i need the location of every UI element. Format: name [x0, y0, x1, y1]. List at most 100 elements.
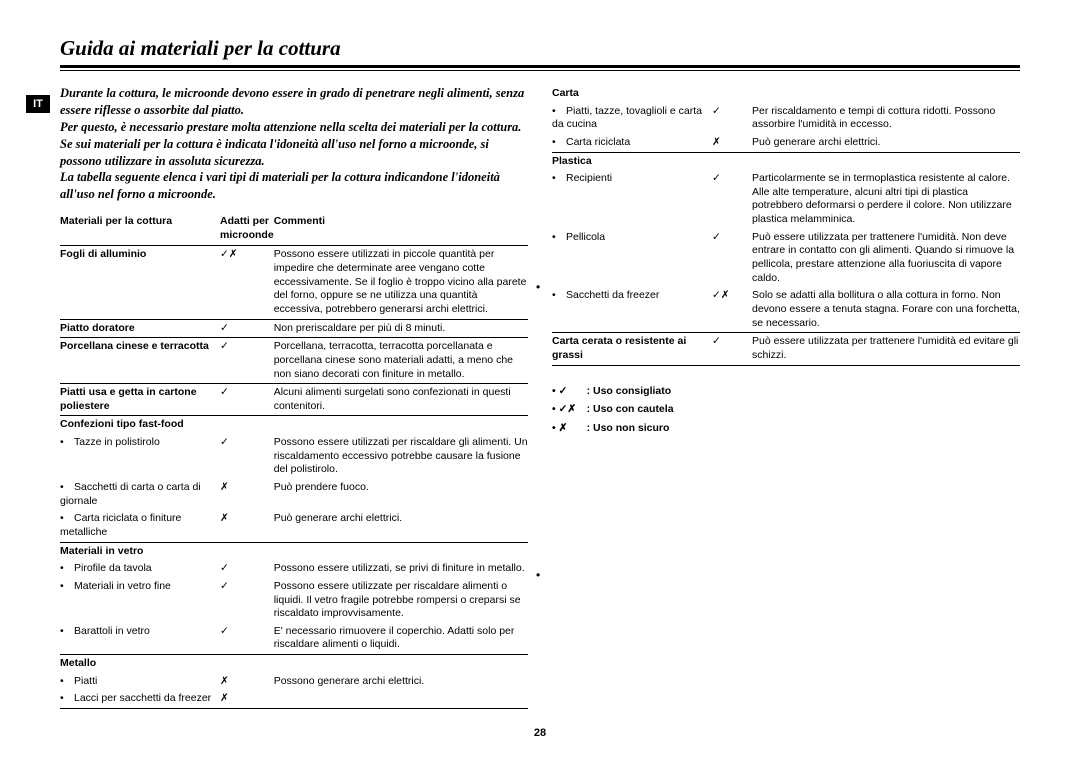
row-separator — [60, 708, 528, 709]
cell-symbol: ✓ — [712, 170, 752, 229]
cell-symbol: ✓ — [220, 384, 274, 416]
cell-comment: Può generare archi elettrici. — [752, 134, 1020, 152]
cell-symbol: ✓ — [220, 434, 274, 479]
cell-material: •Barattoli in vetro — [60, 623, 220, 654]
table-row: Confezioni tipo fast-food — [60, 416, 528, 434]
cell-material: •Pirofile da tavola — [60, 560, 220, 578]
table-row: Piatto doratore✓Non preriscaldare per pi… — [60, 319, 528, 337]
cell-comment — [752, 85, 1020, 103]
cell-material: •Piatti — [60, 673, 220, 691]
cell-symbol: ✓ — [220, 560, 274, 578]
cell-symbol: ✗ — [220, 673, 274, 691]
language-tag: IT — [26, 95, 50, 113]
cell-material: •Carta riciclata o finiture metalliche — [60, 510, 220, 541]
legend: • ✓: Uso consigliato • ✓✗: Uso con caute… — [552, 382, 1020, 439]
cell-comment: Possono essere utilizzati, se privi di f… — [274, 560, 528, 578]
cell-comment: Porcellana, terracotta, terracotta porce… — [274, 338, 528, 383]
cell-material: Fogli di alluminio — [60, 246, 220, 319]
binder-dot: • — [536, 568, 540, 582]
table-row: •Sacchetti da freezer✓✗Solo se adatti al… — [552, 287, 1020, 332]
cell-material: Materiali in vetro — [60, 542, 220, 560]
cell-material: Piatto doratore — [60, 319, 220, 337]
table-row: •Recipienti✓Particolarmente se in termop… — [552, 170, 1020, 229]
table-row: •Piatti, tazze, tovaglioli e carta da cu… — [552, 103, 1020, 134]
intro-text: Durante la cottura, le microonde devono … — [60, 85, 528, 203]
cell-symbol — [220, 655, 274, 673]
legend-recommended: • ✓: Uso consigliato — [552, 382, 1020, 401]
column-right: Carta•Piatti, tazze, tovaglioli e carta … — [552, 85, 1020, 709]
cell-comment: Può prendere fuoco. — [274, 479, 528, 510]
table-row: •Carta riciclata✗Può generare archi elet… — [552, 134, 1020, 152]
cell-symbol — [220, 416, 274, 434]
cell-material: •Carta riciclata — [552, 134, 712, 152]
table-row: •Pellicola✓Può essere utilizzata per tra… — [552, 229, 1020, 288]
table-row: •Barattoli in vetro✓E' necessario rimuov… — [60, 623, 528, 654]
cell-comment: Possono essere utilizzate per riscaldare… — [274, 578, 528, 623]
cell-material: Confezioni tipo fast-food — [60, 416, 220, 434]
table-row: •Sacchetti di carta o carta di giornale✗… — [60, 479, 528, 510]
cell-comment — [274, 416, 528, 434]
cell-material: •Pellicola — [552, 229, 712, 288]
cell-comment: Alcuni alimenti surgelati sono confezion… — [274, 384, 528, 416]
cell-material: •Recipienti — [552, 170, 712, 229]
cell-material: •Piatti, tazze, tovaglioli e carta da cu… — [552, 103, 712, 134]
cell-comment: Possono generare archi elettrici. — [274, 673, 528, 691]
cell-comment: Possono essere utilizzati per riscaldare… — [274, 434, 528, 479]
cell-symbol — [220, 542, 274, 560]
cell-symbol: ✗ — [220, 479, 274, 510]
cell-material: Porcellana cinese e terracotta — [60, 338, 220, 383]
materials-table-right: Carta•Piatti, tazze, tovaglioli e carta … — [552, 85, 1020, 366]
cell-comment — [274, 655, 528, 673]
cell-symbol: ✗ — [712, 134, 752, 152]
cell-material: Piatti usa e getta in cartone poliestere — [60, 384, 220, 416]
table-row: Porcellana cinese e terracotta✓Porcellan… — [60, 338, 528, 383]
cell-comment — [274, 542, 528, 560]
cell-comment: Può essere utilizzata per trattenere l'u… — [752, 229, 1020, 288]
table-row: Fogli di alluminio✓✗Possono essere utili… — [60, 246, 528, 319]
columns: IT Durante la cottura, le microonde devo… — [60, 85, 1020, 709]
hdr-safe: Adatti per microonde — [220, 213, 274, 246]
cell-material: •Materiali in vetro fine — [60, 578, 220, 623]
cell-material: •Lacci per sacchetti da freezer — [60, 690, 220, 708]
cell-symbol: ✓ — [220, 623, 274, 654]
hdr-comments: Commenti — [274, 213, 528, 246]
cell-comment: Possono essere utilizzati in piccole qua… — [274, 246, 528, 319]
cell-material: •Sacchetti da freezer — [552, 287, 712, 332]
legend-caution: • ✓✗: Uso con cautela — [552, 400, 1020, 419]
title-wrap: Guida ai materiali per la cottura — [60, 36, 1020, 61]
legend-unsafe: • ✗: Uso non sicuro — [552, 419, 1020, 438]
table-row: Carta — [552, 85, 1020, 103]
cell-comment: Particolarmente se in termoplastica resi… — [752, 170, 1020, 229]
table-row: Plastica — [552, 152, 1020, 170]
cell-symbol: ✓ — [712, 229, 752, 288]
cell-material: •Tazze in polistirolo — [60, 434, 220, 479]
cell-comment: Può essere utilizzata per trattenere l'u… — [752, 333, 1020, 365]
cell-symbol: ✓✗ — [712, 287, 752, 332]
cell-symbol: ✓✗ — [220, 246, 274, 319]
page-number: 28 — [0, 727, 1080, 739]
cell-symbol: ✓ — [220, 338, 274, 383]
cell-symbol: ✓ — [220, 319, 274, 337]
column-left: IT Durante la cottura, le microonde devo… — [60, 85, 528, 709]
table-row: •Piatti✗Possono generare archi elettrici… — [60, 673, 528, 691]
cell-material: Plastica — [552, 152, 712, 170]
cell-symbol: ✓ — [220, 578, 274, 623]
cell-comment: Per riscaldamento e tempi di cottura rid… — [752, 103, 1020, 134]
rule-thin — [60, 70, 1020, 71]
binder-dot: • — [536, 280, 540, 294]
table-row: •Carta riciclata o finiture metalliche✗P… — [60, 510, 528, 541]
document-page: Guida ai materiali per la cottura IT Dur… — [0, 0, 1080, 709]
cell-material: •Sacchetti di carta o carta di giornale — [60, 479, 220, 510]
table-row: •Pirofile da tavola✓Possono essere utili… — [60, 560, 528, 578]
cell-comment: E' necessario rimuovere il coperchio. Ad… — [274, 623, 528, 654]
cell-material: Metallo — [60, 655, 220, 673]
table-row: •Tazze in polistirolo✓Possono essere uti… — [60, 434, 528, 479]
rule-thick — [60, 65, 1020, 68]
table-row: Metallo — [60, 655, 528, 673]
cell-comment — [752, 152, 1020, 170]
table-row: Piatti usa e getta in cartone poliestere… — [60, 384, 528, 416]
table-row: Materiali in vetro — [60, 542, 528, 560]
table-header: Materiali per la cottura Adatti per micr… — [60, 213, 528, 246]
cell-symbol: ✗ — [220, 510, 274, 541]
cell-symbol — [712, 152, 752, 170]
